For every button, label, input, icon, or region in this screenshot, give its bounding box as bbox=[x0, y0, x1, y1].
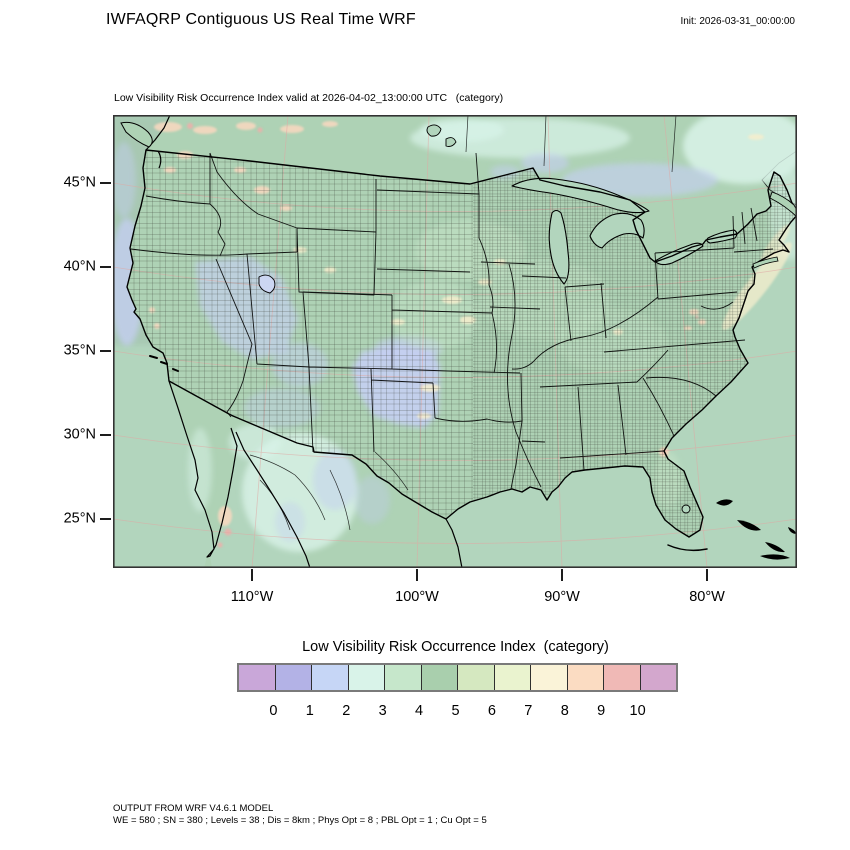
legend-tick-label: 5 bbox=[451, 703, 460, 719]
footer-config-line: WE = 580 ; SN = 380 ; Levels = 38 ; Dis … bbox=[113, 815, 487, 826]
canada-mexico-borders bbox=[249, 115, 677, 531]
legend-tick-label: 9 bbox=[597, 703, 606, 719]
lat-tick-mark bbox=[100, 350, 111, 352]
legend-cell bbox=[421, 665, 458, 690]
puget-sound bbox=[157, 150, 162, 169]
footer-model-line: OUTPUT FROM WRF V4.6.1 MODEL bbox=[113, 803, 274, 814]
page-title: IWFAQRP Contiguous US Real Time WRF bbox=[106, 11, 416, 28]
axis-label-lon: 110°W bbox=[217, 589, 287, 605]
lake-okeechobee bbox=[681, 504, 691, 514]
legend-cell bbox=[458, 665, 495, 690]
lat-label-text: 30°N bbox=[63, 426, 96, 443]
axis-label-lat: 35°N bbox=[34, 343, 96, 359]
axis-label-lat: 25°N bbox=[34, 511, 96, 527]
lat-label-text: 40°N bbox=[63, 258, 96, 275]
lon-tick-mark bbox=[706, 569, 708, 581]
legend-cell bbox=[348, 665, 385, 690]
legend-title: Low Visibility Risk Occurrence Index (ca… bbox=[302, 639, 609, 655]
axis-label-lon: 100°W bbox=[382, 589, 452, 605]
lake-erie bbox=[654, 242, 704, 266]
legend-bar bbox=[237, 663, 678, 692]
legend-tick-label: 0 bbox=[269, 703, 278, 719]
legend-tick-labels: 0 1 2 3 4 5 6 7 8 9 10 bbox=[0, 703, 850, 723]
lon-tick-mark bbox=[561, 569, 563, 581]
lon-tick-mark bbox=[251, 569, 253, 581]
lake-huron bbox=[589, 212, 645, 249]
florida-keys bbox=[667, 544, 708, 552]
conus-map bbox=[113, 115, 797, 568]
legend-cell bbox=[494, 665, 531, 690]
lat-tick-mark bbox=[100, 182, 111, 184]
nova-scotia bbox=[769, 191, 797, 218]
axis-label-lon: 80°W bbox=[672, 589, 742, 605]
conus-outline bbox=[126, 149, 797, 538]
legend-cell bbox=[312, 665, 349, 690]
state-borders bbox=[130, 152, 774, 490]
great-salt-lake bbox=[258, 274, 276, 294]
legend-tick-label: 6 bbox=[487, 703, 496, 719]
lat-label-text: 25°N bbox=[63, 510, 96, 527]
legend-cell bbox=[604, 665, 641, 690]
lat-label-text: 45°N bbox=[63, 174, 96, 191]
map-frame-border bbox=[113, 115, 797, 568]
legend-tick-label: 7 bbox=[524, 703, 533, 719]
long-island bbox=[752, 256, 779, 269]
legend-cell bbox=[567, 665, 604, 690]
legend-tick-label: 4 bbox=[415, 703, 424, 719]
vancouver-island bbox=[120, 121, 153, 148]
lon-tick-mark bbox=[416, 569, 418, 581]
lon-label-text: 110°W bbox=[230, 589, 274, 605]
axis-label-lat: 40°N bbox=[34, 259, 96, 275]
great-lakes bbox=[258, 124, 738, 514]
lat-tick-mark bbox=[100, 434, 111, 436]
map-subtitle: Low Visibility Risk Occurrence Index val… bbox=[114, 92, 504, 104]
lon-label-text: 100°W bbox=[395, 589, 439, 605]
bahamas-cuba bbox=[716, 499, 797, 560]
legend-cell bbox=[640, 665, 676, 690]
lon-label-text: 90°W bbox=[544, 589, 580, 605]
legend-cell bbox=[275, 665, 312, 690]
lat-tick-mark bbox=[100, 266, 111, 268]
axis-label-lon: 90°W bbox=[527, 589, 597, 605]
legend-tick-label: 2 bbox=[342, 703, 351, 719]
legend-cell bbox=[385, 665, 422, 690]
legend-tick-label: 8 bbox=[560, 703, 569, 719]
axis-label-lat: 30°N bbox=[34, 427, 96, 443]
lon-label-text: 80°W bbox=[689, 589, 725, 605]
axis-label-lat: 45°N bbox=[34, 175, 96, 191]
init-timestamp: Init: 2026-03-31_00:00:00 bbox=[680, 16, 795, 27]
canada-lakes bbox=[426, 124, 457, 147]
legend-tick-label: 3 bbox=[378, 703, 387, 719]
channel-islands bbox=[149, 355, 179, 372]
legend-cell bbox=[531, 665, 568, 690]
legend-tick-label: 1 bbox=[305, 703, 314, 719]
lat-label-text: 35°N bbox=[63, 342, 96, 359]
lake-michigan bbox=[548, 209, 570, 285]
legend-tick-label: 10 bbox=[629, 703, 646, 719]
lake-superior bbox=[511, 177, 650, 214]
islands-small-features bbox=[120, 121, 797, 560]
lat-tick-mark bbox=[100, 518, 111, 520]
legend-cell bbox=[239, 665, 276, 690]
